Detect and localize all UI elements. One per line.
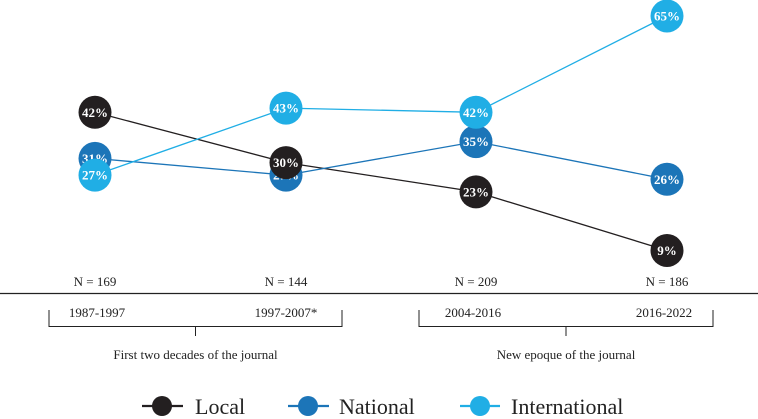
data-label-national-3: 26% bbox=[654, 172, 680, 187]
category-label: 2016-2022 bbox=[636, 305, 692, 320]
legend-label-local: Local bbox=[195, 394, 245, 419]
legend-marker-national bbox=[298, 396, 318, 416]
legend-label-international: International bbox=[511, 394, 623, 419]
x-axis: N = 169 N = 144 N = 209 N = 186 1987-1997 199… bbox=[0, 274, 758, 362]
group-bracket bbox=[418, 310, 714, 336]
sample-size-label: N = 209 bbox=[455, 274, 498, 289]
group-bracket bbox=[48, 310, 343, 336]
data-point-local-1 bbox=[269, 146, 303, 180]
sample-size-label: N = 144 bbox=[265, 274, 308, 289]
category-label: 1997-2007* bbox=[255, 305, 318, 320]
data-point-local-0 bbox=[78, 95, 112, 129]
series-line-international bbox=[94, 15, 668, 176]
data-point-international-2 bbox=[459, 95, 493, 129]
data-point-international-3 bbox=[650, 0, 684, 33]
category-label: 2004-2016 bbox=[445, 305, 502, 320]
data-point-local-2 bbox=[459, 175, 493, 209]
legend: Local National International bbox=[142, 394, 623, 419]
data-label-national-2: 35% bbox=[463, 134, 489, 149]
data-label-local-2: 23% bbox=[463, 184, 489, 199]
series-markers: 31%27%35%26%27%43%42%65%42%30%23%9% bbox=[78, 0, 684, 267]
data-label-international-1: 43% bbox=[273, 101, 299, 116]
group-label: New epoque of the journal bbox=[497, 347, 636, 362]
group-label: First two decades of the journal bbox=[113, 347, 278, 362]
data-point-national-3 bbox=[650, 162, 684, 196]
series-line-local bbox=[94, 111, 668, 252]
sample-size-label: N = 169 bbox=[74, 274, 117, 289]
data-label-international-2: 42% bbox=[463, 105, 489, 120]
data-point-international-1 bbox=[269, 91, 303, 125]
data-point-international-0 bbox=[78, 158, 112, 192]
category-label: 1987-1997 bbox=[69, 305, 126, 320]
legend-label-national: National bbox=[339, 394, 415, 419]
data-label-international-3: 65% bbox=[654, 9, 680, 24]
legend-marker-local bbox=[152, 396, 172, 416]
series-lines bbox=[94, 15, 668, 252]
data-label-local-1: 30% bbox=[273, 155, 299, 170]
data-point-local-3 bbox=[650, 234, 684, 267]
data-label-international-0: 27% bbox=[82, 168, 108, 183]
data-label-local-0: 42% bbox=[82, 105, 108, 120]
legend-marker-international bbox=[470, 396, 490, 416]
series-line-national bbox=[94, 140, 668, 180]
data-point-national-2 bbox=[459, 125, 493, 159]
sample-size-label: N = 186 bbox=[646, 274, 689, 289]
data-label-local-3: 9% bbox=[657, 243, 677, 258]
